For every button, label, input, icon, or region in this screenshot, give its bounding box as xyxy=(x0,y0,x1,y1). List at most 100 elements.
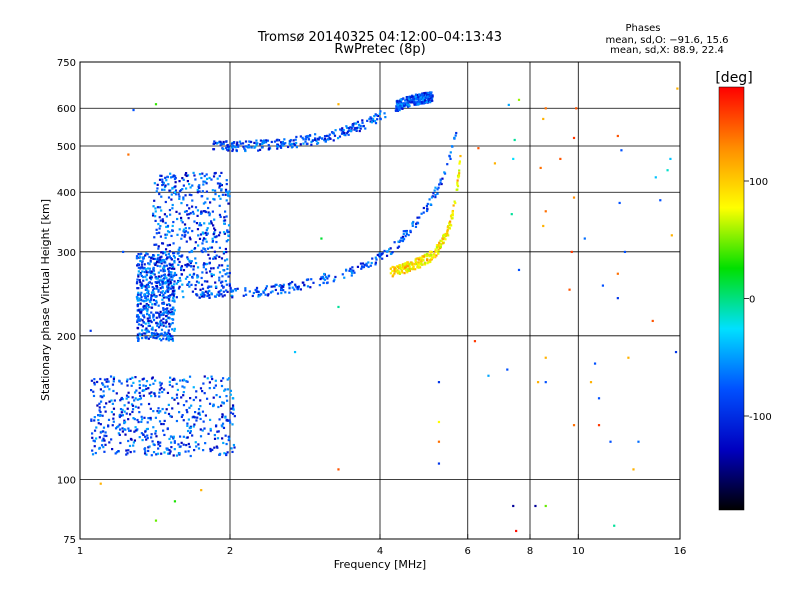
data-point xyxy=(439,179,442,182)
data-point xyxy=(169,176,173,179)
x-tick-label: 4 xyxy=(377,546,383,557)
data-point xyxy=(154,432,157,435)
data-point xyxy=(188,280,191,284)
data-point xyxy=(451,217,454,220)
data-point xyxy=(399,98,402,101)
data-point xyxy=(155,316,158,319)
data-point xyxy=(320,237,323,240)
data-point xyxy=(137,323,141,326)
data-point xyxy=(152,266,155,269)
phase-stats-x: mean, sd,X: 88.9, 22.4 xyxy=(610,45,724,56)
data-point xyxy=(138,397,141,401)
data-point xyxy=(123,410,126,413)
data-point xyxy=(146,427,149,431)
data-point xyxy=(105,402,108,405)
data-point xyxy=(142,377,146,380)
data-point xyxy=(493,162,497,165)
data-point xyxy=(447,234,450,237)
data-point xyxy=(169,280,172,283)
data-point xyxy=(159,174,162,177)
data-point xyxy=(414,262,418,266)
data-point xyxy=(443,171,446,174)
data-point xyxy=(349,129,352,132)
data-point xyxy=(157,290,160,293)
data-point xyxy=(137,287,140,290)
data-point xyxy=(428,97,431,101)
data-point xyxy=(198,296,201,299)
data-point xyxy=(424,96,427,99)
data-point xyxy=(429,253,433,257)
data-point xyxy=(210,275,213,278)
data-point xyxy=(214,141,218,145)
data-point xyxy=(439,244,442,247)
data-point xyxy=(149,416,152,420)
data-point xyxy=(122,250,125,254)
data-point xyxy=(173,175,177,178)
data-point xyxy=(98,436,101,439)
data-point xyxy=(157,281,161,284)
data-point xyxy=(487,374,490,377)
phase-stats-title: Phases xyxy=(625,23,660,34)
data-point xyxy=(409,229,412,233)
data-point xyxy=(234,288,237,291)
data-point xyxy=(156,264,159,268)
data-point xyxy=(337,305,340,309)
data-point xyxy=(436,188,439,191)
data-point xyxy=(244,145,248,148)
data-point xyxy=(418,216,421,219)
data-point xyxy=(204,414,207,417)
data-point xyxy=(419,96,422,99)
data-point xyxy=(171,328,174,331)
data-point xyxy=(222,231,226,234)
data-point xyxy=(184,187,188,190)
data-point xyxy=(169,213,172,216)
data-point xyxy=(147,285,150,288)
data-point xyxy=(228,145,231,148)
data-point xyxy=(284,142,287,145)
data-point xyxy=(651,319,654,323)
data-point xyxy=(206,377,209,380)
data-point xyxy=(396,106,399,109)
data-point xyxy=(654,176,657,179)
data-point xyxy=(517,98,521,101)
data-point xyxy=(103,439,106,442)
data-point xyxy=(204,263,207,266)
data-point xyxy=(187,418,190,421)
data-point xyxy=(188,213,191,216)
data-point xyxy=(108,400,111,403)
data-point xyxy=(127,449,130,452)
data-point xyxy=(454,201,457,205)
data-point xyxy=(155,243,158,246)
data-point xyxy=(168,243,172,247)
data-point xyxy=(255,289,258,292)
data-point xyxy=(408,265,411,268)
data-point xyxy=(171,224,174,228)
data-point xyxy=(93,445,96,448)
data-point xyxy=(221,295,224,298)
data-point xyxy=(146,312,149,316)
data-point xyxy=(191,434,194,437)
data-point xyxy=(93,381,96,384)
data-point xyxy=(217,430,220,433)
data-point xyxy=(187,217,190,220)
data-point xyxy=(163,282,167,285)
data-point xyxy=(207,290,210,293)
data-point xyxy=(152,272,155,275)
data-point xyxy=(210,375,213,378)
data-point xyxy=(163,188,166,191)
data-point xyxy=(144,304,148,308)
data-point xyxy=(458,172,461,175)
data-point xyxy=(436,192,439,195)
data-point xyxy=(155,311,158,314)
data-point xyxy=(166,307,169,310)
data-point xyxy=(178,453,181,456)
data-point xyxy=(171,263,174,266)
data-point xyxy=(148,267,151,270)
data-point xyxy=(449,215,453,218)
data-point xyxy=(637,440,640,443)
data-point xyxy=(186,429,190,433)
data-point xyxy=(404,235,407,238)
data-point xyxy=(212,142,215,146)
data-point xyxy=(182,178,185,181)
data-point xyxy=(184,450,187,453)
